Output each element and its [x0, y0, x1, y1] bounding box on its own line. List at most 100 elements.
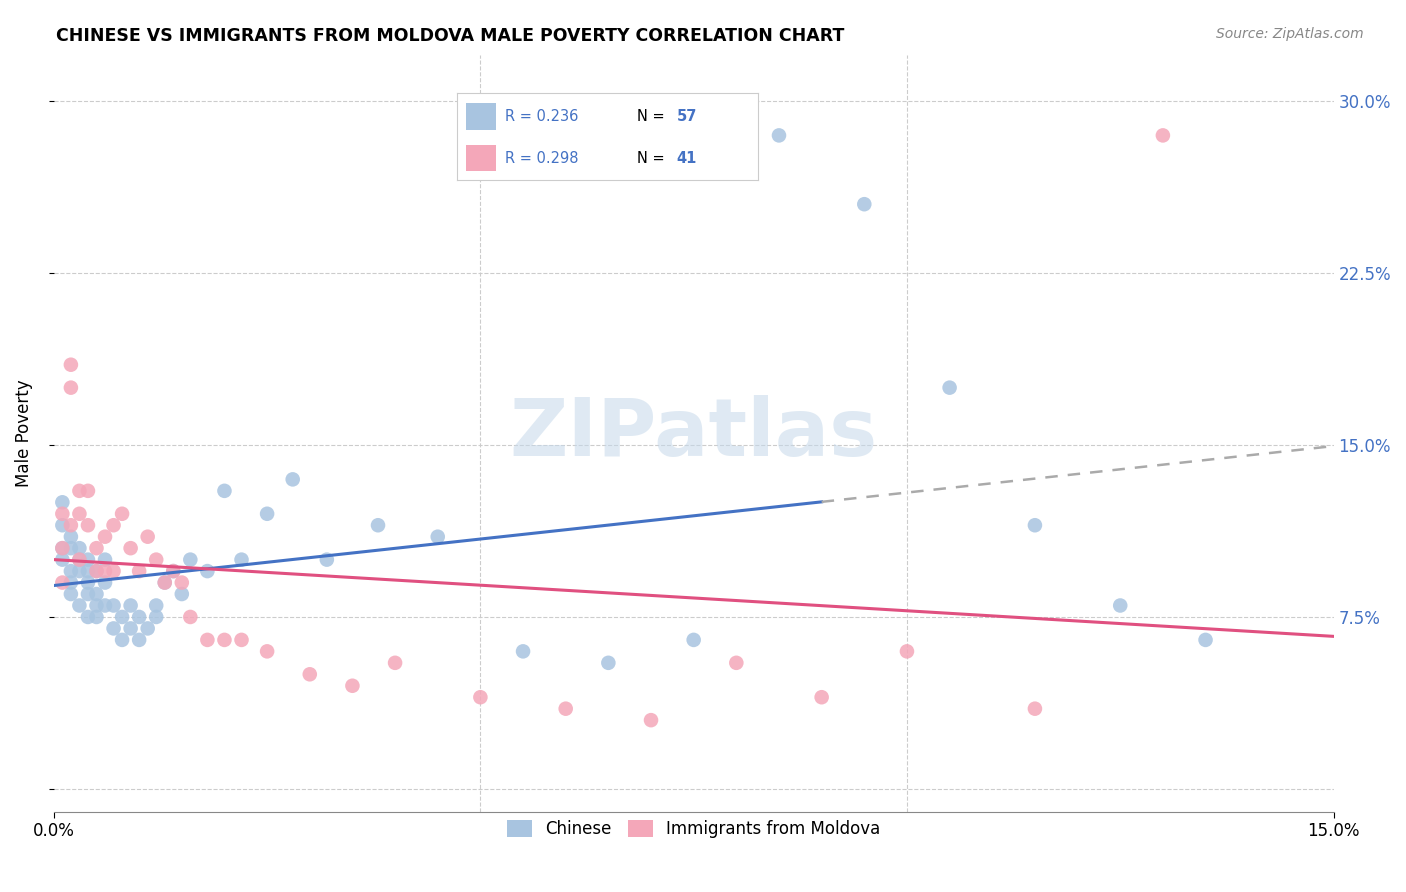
Point	[59, 587, 82, 601]
Point	[111, 507, 134, 521]
Point	[67, 552, 90, 566]
Point	[153, 575, 176, 590]
Point	[67, 599, 90, 613]
Point	[51, 541, 73, 556]
Point	[51, 541, 73, 556]
Point	[128, 564, 150, 578]
Point	[170, 575, 193, 590]
Point	[86, 564, 108, 578]
Point	[256, 644, 278, 658]
Point	[86, 564, 108, 578]
Point	[231, 552, 253, 566]
Point	[111, 610, 134, 624]
Point	[94, 530, 117, 544]
Y-axis label: Male Poverty: Male Poverty	[15, 380, 32, 487]
Point	[94, 552, 117, 566]
Point	[281, 472, 304, 486]
Point	[367, 518, 389, 533]
Point	[120, 599, 142, 613]
Point	[103, 518, 125, 533]
Point	[128, 632, 150, 647]
Point	[1194, 632, 1216, 647]
Point	[342, 679, 364, 693]
Point	[384, 656, 406, 670]
Point	[94, 599, 117, 613]
Point	[214, 632, 236, 647]
Point	[103, 599, 125, 613]
Point	[59, 358, 82, 372]
Point	[315, 552, 337, 566]
Point	[682, 632, 704, 647]
Point	[111, 632, 134, 647]
Point	[298, 667, 321, 681]
Point	[231, 632, 253, 647]
Point	[67, 507, 90, 521]
Point	[1024, 518, 1046, 533]
Point	[136, 622, 159, 636]
Text: Source: ZipAtlas.com: Source: ZipAtlas.com	[1216, 27, 1364, 41]
Point	[256, 507, 278, 521]
Point	[179, 610, 201, 624]
Point	[59, 575, 82, 590]
Point	[896, 644, 918, 658]
Text: CHINESE VS IMMIGRANTS FROM MOLDOVA MALE POVERTY CORRELATION CHART: CHINESE VS IMMIGRANTS FROM MOLDOVA MALE …	[56, 27, 845, 45]
Point	[598, 656, 620, 670]
Point	[179, 552, 201, 566]
Point	[853, 197, 876, 211]
Text: ZIPatlas: ZIPatlas	[509, 394, 877, 473]
Point	[86, 599, 108, 613]
Point	[162, 564, 184, 578]
Point	[725, 656, 748, 670]
Point	[59, 541, 82, 556]
Point	[153, 575, 176, 590]
Point	[59, 518, 82, 533]
Point	[51, 552, 73, 566]
Point	[197, 632, 219, 647]
Point	[67, 564, 90, 578]
Point	[640, 713, 662, 727]
Point	[94, 575, 117, 590]
Point	[470, 690, 492, 705]
Point	[197, 564, 219, 578]
Point	[426, 530, 449, 544]
Point	[51, 518, 73, 533]
Point	[103, 564, 125, 578]
Point	[170, 587, 193, 601]
Point	[67, 483, 90, 498]
Point	[1109, 599, 1132, 613]
Point	[938, 381, 960, 395]
Point	[145, 552, 167, 566]
Point	[145, 599, 167, 613]
Point	[214, 483, 236, 498]
Point	[77, 575, 100, 590]
Point	[77, 518, 100, 533]
Point	[145, 610, 167, 624]
Point	[120, 541, 142, 556]
Point	[77, 483, 100, 498]
Point	[51, 495, 73, 509]
Point	[77, 564, 100, 578]
Point	[59, 564, 82, 578]
Point	[51, 575, 73, 590]
Point	[59, 530, 82, 544]
Point	[94, 564, 117, 578]
Point	[136, 530, 159, 544]
Point	[1152, 128, 1174, 143]
Point	[120, 622, 142, 636]
Point	[1024, 701, 1046, 715]
Point	[512, 644, 534, 658]
Point	[77, 610, 100, 624]
Point	[103, 622, 125, 636]
Point	[810, 690, 832, 705]
Point	[86, 541, 108, 556]
Legend: Chinese, Immigrants from Moldova: Chinese, Immigrants from Moldova	[501, 814, 887, 845]
Point	[51, 507, 73, 521]
Point	[77, 587, 100, 601]
Point	[67, 541, 90, 556]
Point	[86, 587, 108, 601]
Point	[67, 552, 90, 566]
Point	[162, 564, 184, 578]
Point	[128, 610, 150, 624]
Point	[77, 552, 100, 566]
Point	[768, 128, 790, 143]
